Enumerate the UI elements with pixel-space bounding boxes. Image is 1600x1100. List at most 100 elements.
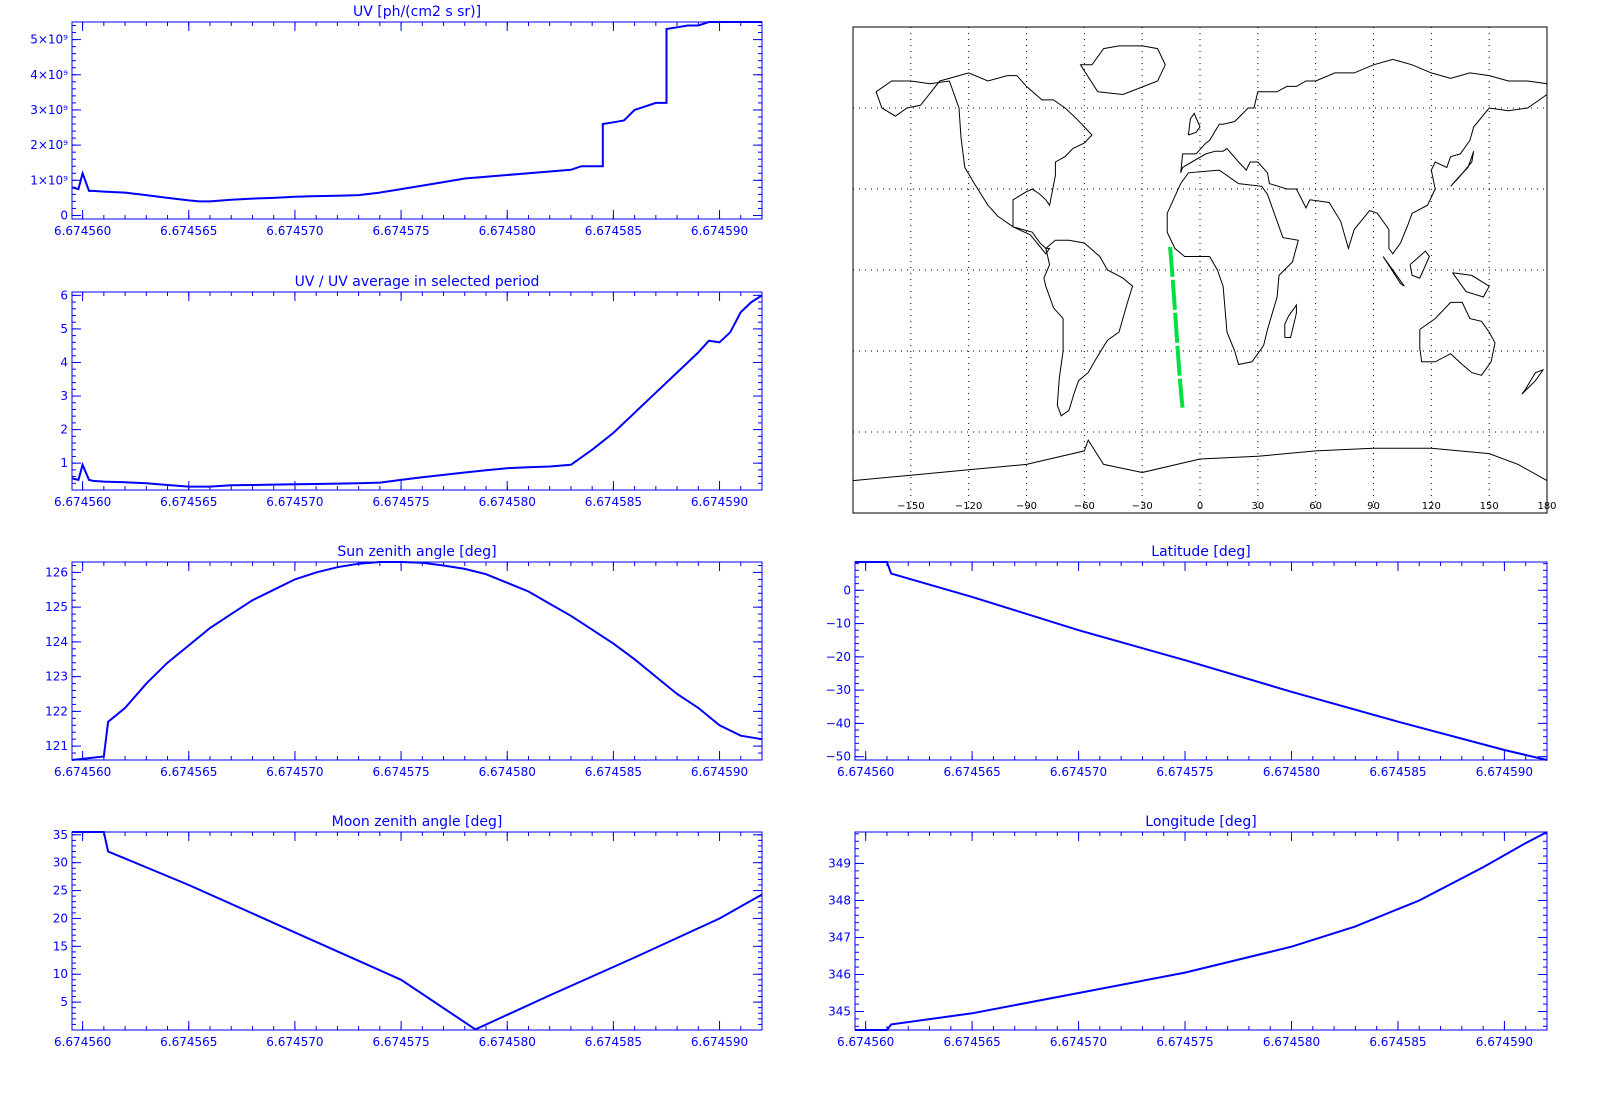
x-tick-label: 6.674590 [691,495,748,509]
coastline [1284,303,1297,338]
map-lon-label: 0 [1197,501,1203,512]
y-tick-label: 1×10⁹ [30,173,68,187]
moon-zenith-chart: Moon zenith angle [deg] 6.674560 6.674565 6… [0,810,780,1084]
chart-title: Longitude [deg] [1145,814,1256,830]
x-tick-label: 6.674560 [54,224,111,238]
y-tick-label: 4 [60,355,68,369]
coastline [1187,112,1201,136]
sun-zenith-chart-svg: Sun zenith angle [deg] 6.674560 6.674565 6.… [45,544,763,779]
map-lon-label: −150 [897,501,924,512]
y-tick-label: −50 [826,750,851,764]
y-tick-label: 3×10⁹ [30,103,68,117]
x-tick-label: 6.674565 [943,1035,1000,1049]
y-tick-label: 346 [828,967,851,981]
series-line [71,21,762,203]
map-lon-label: 180 [1537,501,1556,512]
y-tick-label: 0 [843,583,851,597]
y-tick-label: 6 [60,288,68,302]
y-tick-label: 15 [53,939,68,953]
map-lon-label: 150 [1480,501,1499,512]
y-tick-label: 4×10⁹ [30,68,68,82]
x-tick-label: 6.674570 [266,495,323,509]
y-tick-label: 10 [53,967,68,981]
coastline [1450,151,1475,187]
y-tick-label: 123 [45,670,68,684]
coastline [1521,368,1545,395]
y-tick-label: 126 [45,565,68,579]
plot-frame [71,21,763,220]
y-tick-label: 122 [45,704,68,718]
x-tick-label: 6.674585 [585,224,642,238]
y-tick-label: 0 [60,208,68,222]
y-tick-label: 1 [60,456,68,470]
x-tick-label: 6.674570 [266,1035,323,1049]
series-line [72,831,763,1031]
y-tick-label: 124 [45,635,68,649]
map-lon-label: −30 [1132,501,1153,512]
moon-zenith-chart-svg: Moon zenith angle [deg] 6.674560 6.674565 6… [53,814,763,1049]
y-tick-label: −30 [826,683,851,697]
coastline [1452,272,1490,298]
y-tick-label: 348 [828,893,851,907]
x-tick-label: 6.674590 [1476,765,1533,779]
x-tick-label: 6.674570 [266,224,323,238]
coastline [1409,250,1430,279]
coastline [875,72,1093,228]
plot-frame [71,831,763,1031]
y-tick-label: 5×10⁹ [30,33,68,47]
map-lon-label: 60 [1309,501,1322,512]
plot-frame [71,561,763,761]
x-tick-label: 6.674560 [54,495,111,509]
x-tick-label: 6.674560 [54,765,111,779]
sun-zenith-chart: Sun zenith angle [deg] 6.674560 6.674565 6.… [0,540,780,814]
uv-chart-svg: UV [ph/(cm2 s sr)] 6.674560 6.674565 6.6745… [30,4,763,238]
y-tick-label: 347 [828,930,851,944]
world-map: −150 −120 −90 −60 −30 0 30 60 90 120 150 180 [840,10,1595,534]
coastline [1382,256,1405,287]
coastline [1043,239,1134,417]
x-tick-label: 6.674575 [1156,765,1213,779]
x-tick-label: 6.674570 [1050,765,1107,779]
series-line [855,831,1548,1031]
y-tick-label: 121 [45,739,68,753]
series-line [855,561,1548,761]
plot-frame [71,291,763,491]
y-tick-label: 2 [60,423,68,437]
uv-ratio-chart-svg: UV / UV average in selected period 6.6745… [54,274,763,509]
uv-ratio-chart: UV / UV average in selected period 6.6745… [0,270,780,544]
x-tick-label: 6.674565 [160,495,217,509]
x-tick-label: 6.674560 [837,1035,894,1049]
chart-title: Latitude [deg] [1151,544,1250,560]
x-tick-label: 6.674575 [1156,1035,1213,1049]
latitude-chart: Latitude [deg] 6.674560 6.674565 6.674570 6.… [790,540,1590,814]
longitude-chart-svg: Longitude [deg] 6.674560 6.674565 6.674570 6… [828,814,1548,1049]
x-tick-label: 6.674580 [1263,765,1320,779]
map-lon-label: −90 [1016,501,1037,512]
x-tick-label: 6.674590 [691,224,748,238]
chart-title: Moon zenith angle [deg] [332,814,503,830]
x-tick-label: 6.674560 [837,765,894,779]
y-tick-label: 5 [60,995,68,1009]
x-tick-label: 6.674565 [160,1035,217,1049]
y-tick-label: 5 [60,322,68,336]
map-lon-label: −60 [1074,501,1095,512]
coastline [1166,169,1299,366]
x-tick-label: 6.674570 [266,765,323,779]
map-lon-label: 90 [1367,501,1380,512]
x-tick-label: 6.674580 [1263,1035,1320,1049]
y-tick-label: −10 [826,617,851,631]
longitude-chart: Longitude [deg] 6.674560 6.674565 6.674570 6… [790,810,1590,1084]
y-tick-label: 349 [828,856,851,870]
y-tick-label: 30 [53,856,68,870]
x-tick-label: 6.674565 [943,765,1000,779]
x-tick-label: 6.674580 [479,495,536,509]
map-lon-label: 30 [1251,501,1264,512]
coastline [1079,45,1166,96]
latitude-chart-svg: Latitude [deg] 6.674560 6.674565 6.674570 6.… [826,544,1548,779]
x-tick-label: 6.674575 [372,224,429,238]
x-tick-label: 6.674590 [1476,1035,1533,1049]
x-tick-label: 6.674575 [372,765,429,779]
y-tick-label: 3 [60,389,68,403]
map-lon-label: −120 [955,501,982,512]
satellite-track [1168,246,1185,408]
